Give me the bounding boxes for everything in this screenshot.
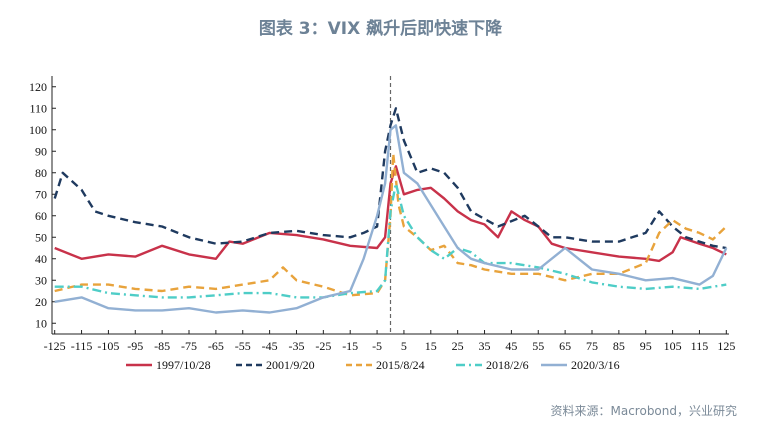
x-tick-label: -115 bbox=[71, 339, 93, 353]
series-line-2 bbox=[53, 107, 727, 250]
series-line-3 bbox=[54, 152, 728, 297]
y-tick-label: 110 bbox=[29, 101, 47, 115]
x-tick-label: 25 bbox=[452, 339, 464, 353]
x-tick-label: -5 bbox=[372, 339, 382, 353]
x-tick-label: -25 bbox=[315, 339, 331, 353]
legend-label-3: 2015/8/24 bbox=[376, 358, 425, 372]
x-tick-label: 115 bbox=[691, 339, 709, 353]
x-tick-label: 55 bbox=[532, 339, 544, 353]
x-tick-label: 65 bbox=[559, 339, 571, 353]
y-tick-label: 120 bbox=[29, 80, 47, 94]
x-tick-label: 75 bbox=[586, 339, 598, 353]
legend-label-1: 1997/10/28 bbox=[156, 358, 211, 372]
source-note: 资料来源：Macrobond，兴业研究 bbox=[550, 404, 738, 418]
x-tick-label: 15 bbox=[425, 339, 437, 353]
legend-label-2: 2001/9/20 bbox=[266, 358, 315, 372]
legend-label-5: 2020/3/16 bbox=[571, 358, 620, 372]
x-tick-label: -75 bbox=[181, 339, 197, 353]
x-tick-label: -105 bbox=[97, 339, 119, 353]
y-tick-label: 90 bbox=[35, 144, 47, 158]
y-tick-label: 50 bbox=[35, 230, 47, 244]
x-tick-label: -95 bbox=[127, 339, 143, 353]
x-tick-label: -55 bbox=[235, 339, 251, 353]
y-tick-label: 40 bbox=[35, 252, 47, 266]
y-tick-label: 100 bbox=[29, 123, 47, 137]
y-tick-label: 20 bbox=[35, 295, 47, 309]
y-tick-label: 70 bbox=[35, 187, 47, 201]
legend-label-4: 2018/2/6 bbox=[486, 358, 529, 372]
x-tick-label: 105 bbox=[664, 339, 682, 353]
series-lines bbox=[53, 107, 728, 314]
legend: 1997/10/28 2001/9/20 2015/8/24 2018/2/6 2020… bbox=[126, 358, 620, 372]
x-tick-label: 95 bbox=[640, 339, 652, 353]
y-tick-label: 30 bbox=[35, 273, 47, 287]
axes bbox=[51, 76, 729, 335]
y-tick-label: 10 bbox=[35, 316, 47, 330]
x-tick-label: -125 bbox=[44, 339, 66, 353]
series-line-1 bbox=[54, 165, 727, 263]
x-tick-label: -65 bbox=[208, 339, 224, 353]
series-line-4 bbox=[54, 182, 727, 299]
x-tick-label: -35 bbox=[288, 339, 304, 353]
x-tick-label: 125 bbox=[717, 339, 735, 353]
x-tick-label: -85 bbox=[154, 339, 170, 353]
y-tick-label: 60 bbox=[35, 209, 47, 223]
x-tick-label: 35 bbox=[479, 339, 491, 353]
x-tick-label: 85 bbox=[613, 339, 625, 353]
x-tick-label: -45 bbox=[262, 339, 278, 353]
series-line-5 bbox=[54, 124, 728, 314]
x-tick-label: -15 bbox=[342, 339, 358, 353]
chart-title: 图表 3：VIX 飙升后即快速下降 bbox=[258, 19, 503, 39]
y-tick-label: 80 bbox=[35, 166, 47, 180]
x-tick-label: 45 bbox=[505, 339, 517, 353]
x-tick-label: 5 bbox=[401, 339, 407, 353]
